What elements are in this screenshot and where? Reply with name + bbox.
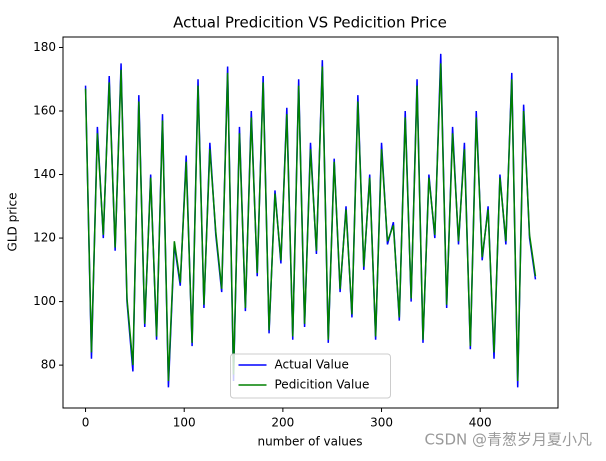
y-tick-label: 180: [33, 40, 56, 54]
chart-title: Actual Predicition VS Pedicition Price: [173, 14, 447, 32]
x-tick-label: 400: [469, 416, 492, 430]
legend-label: Actual Value: [275, 358, 349, 372]
y-tick-label: 80: [41, 358, 56, 372]
line-series: [84, 63, 537, 382]
x-tick-label: 100: [173, 416, 196, 430]
x-axis-label: number of values: [257, 435, 362, 449]
plot-frame: [62, 36, 559, 409]
y-tick-label: 160: [33, 104, 56, 118]
legend-box: [230, 353, 391, 399]
line-series: [84, 53, 537, 388]
x-tick-label: 200: [271, 416, 294, 430]
x-tick-label: 0: [82, 416, 90, 430]
x-tick-label: 300: [370, 416, 393, 430]
y-axis-label: GLD price: [6, 193, 20, 252]
watermark: CSDN @青葱岁月夏小凡: [424, 431, 592, 449]
y-tick-label: 100: [33, 294, 56, 308]
y-tick-label: 120: [33, 231, 56, 245]
y-tick-label: 140: [33, 167, 56, 181]
legend-label: Pedicition Value: [275, 378, 370, 392]
